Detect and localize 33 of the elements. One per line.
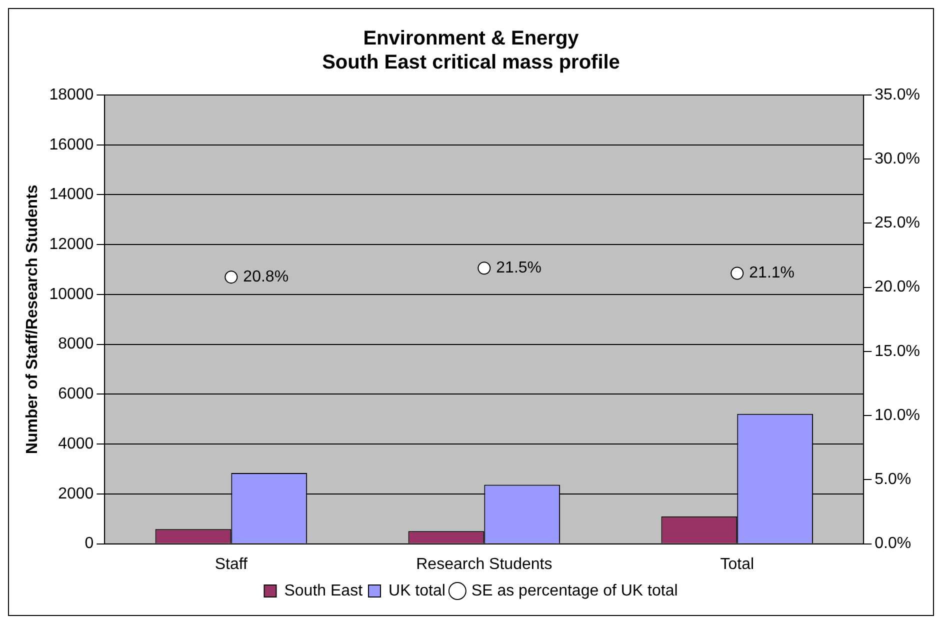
y-tick-label: 18000: [49, 86, 94, 104]
y-tick-label: 10000: [49, 286, 94, 303]
x-tick-label: Research Students: [416, 556, 552, 573]
y2-tick-label: 25.0%: [874, 214, 920, 232]
y2-tick-label: 35.0%: [874, 86, 920, 104]
data-label: 20.8%: [243, 268, 289, 286]
point: [224, 270, 238, 284]
y-tick-label: 16000: [49, 136, 94, 154]
y-tick-label: 14000: [49, 186, 94, 204]
y-tick-label: 4000: [58, 435, 94, 452]
y-axis-title: Number of Staff/Research Students: [24, 184, 42, 454]
legend-label: UK total: [388, 582, 446, 600]
point: [730, 266, 744, 280]
chart-title: Environment & Energy: [363, 28, 580, 50]
legend-label: South East: [284, 582, 364, 600]
y-tick-label: 2000: [58, 485, 94, 502]
y2-tick-label: 10.0%: [874, 406, 920, 424]
y2-tick-label: 30.0%: [874, 150, 920, 168]
y-tick-label: 8000: [58, 336, 94, 353]
legend-label: SE as percentage of UK total: [471, 582, 678, 600]
y-tick-label: 12000: [49, 236, 94, 254]
x-tick-label: Total: [720, 556, 754, 573]
data-label: 21.1%: [749, 264, 795, 282]
point: [478, 262, 491, 275]
x-tick-label: Staff: [214, 556, 248, 573]
y-tick-label: 6000: [58, 386, 94, 403]
data-label: 21.5%: [496, 260, 542, 277]
y2-tick-label: 5.0%: [874, 471, 912, 488]
y2-tick-label: 20.0%: [874, 278, 920, 296]
chart-subtitle: South East critical mass profile: [322, 52, 620, 74]
y2-tick-label: 0.0%: [874, 535, 912, 552]
y-tick-label: 0: [84, 535, 94, 552]
y2-tick-label: 15.0%: [874, 342, 920, 360]
